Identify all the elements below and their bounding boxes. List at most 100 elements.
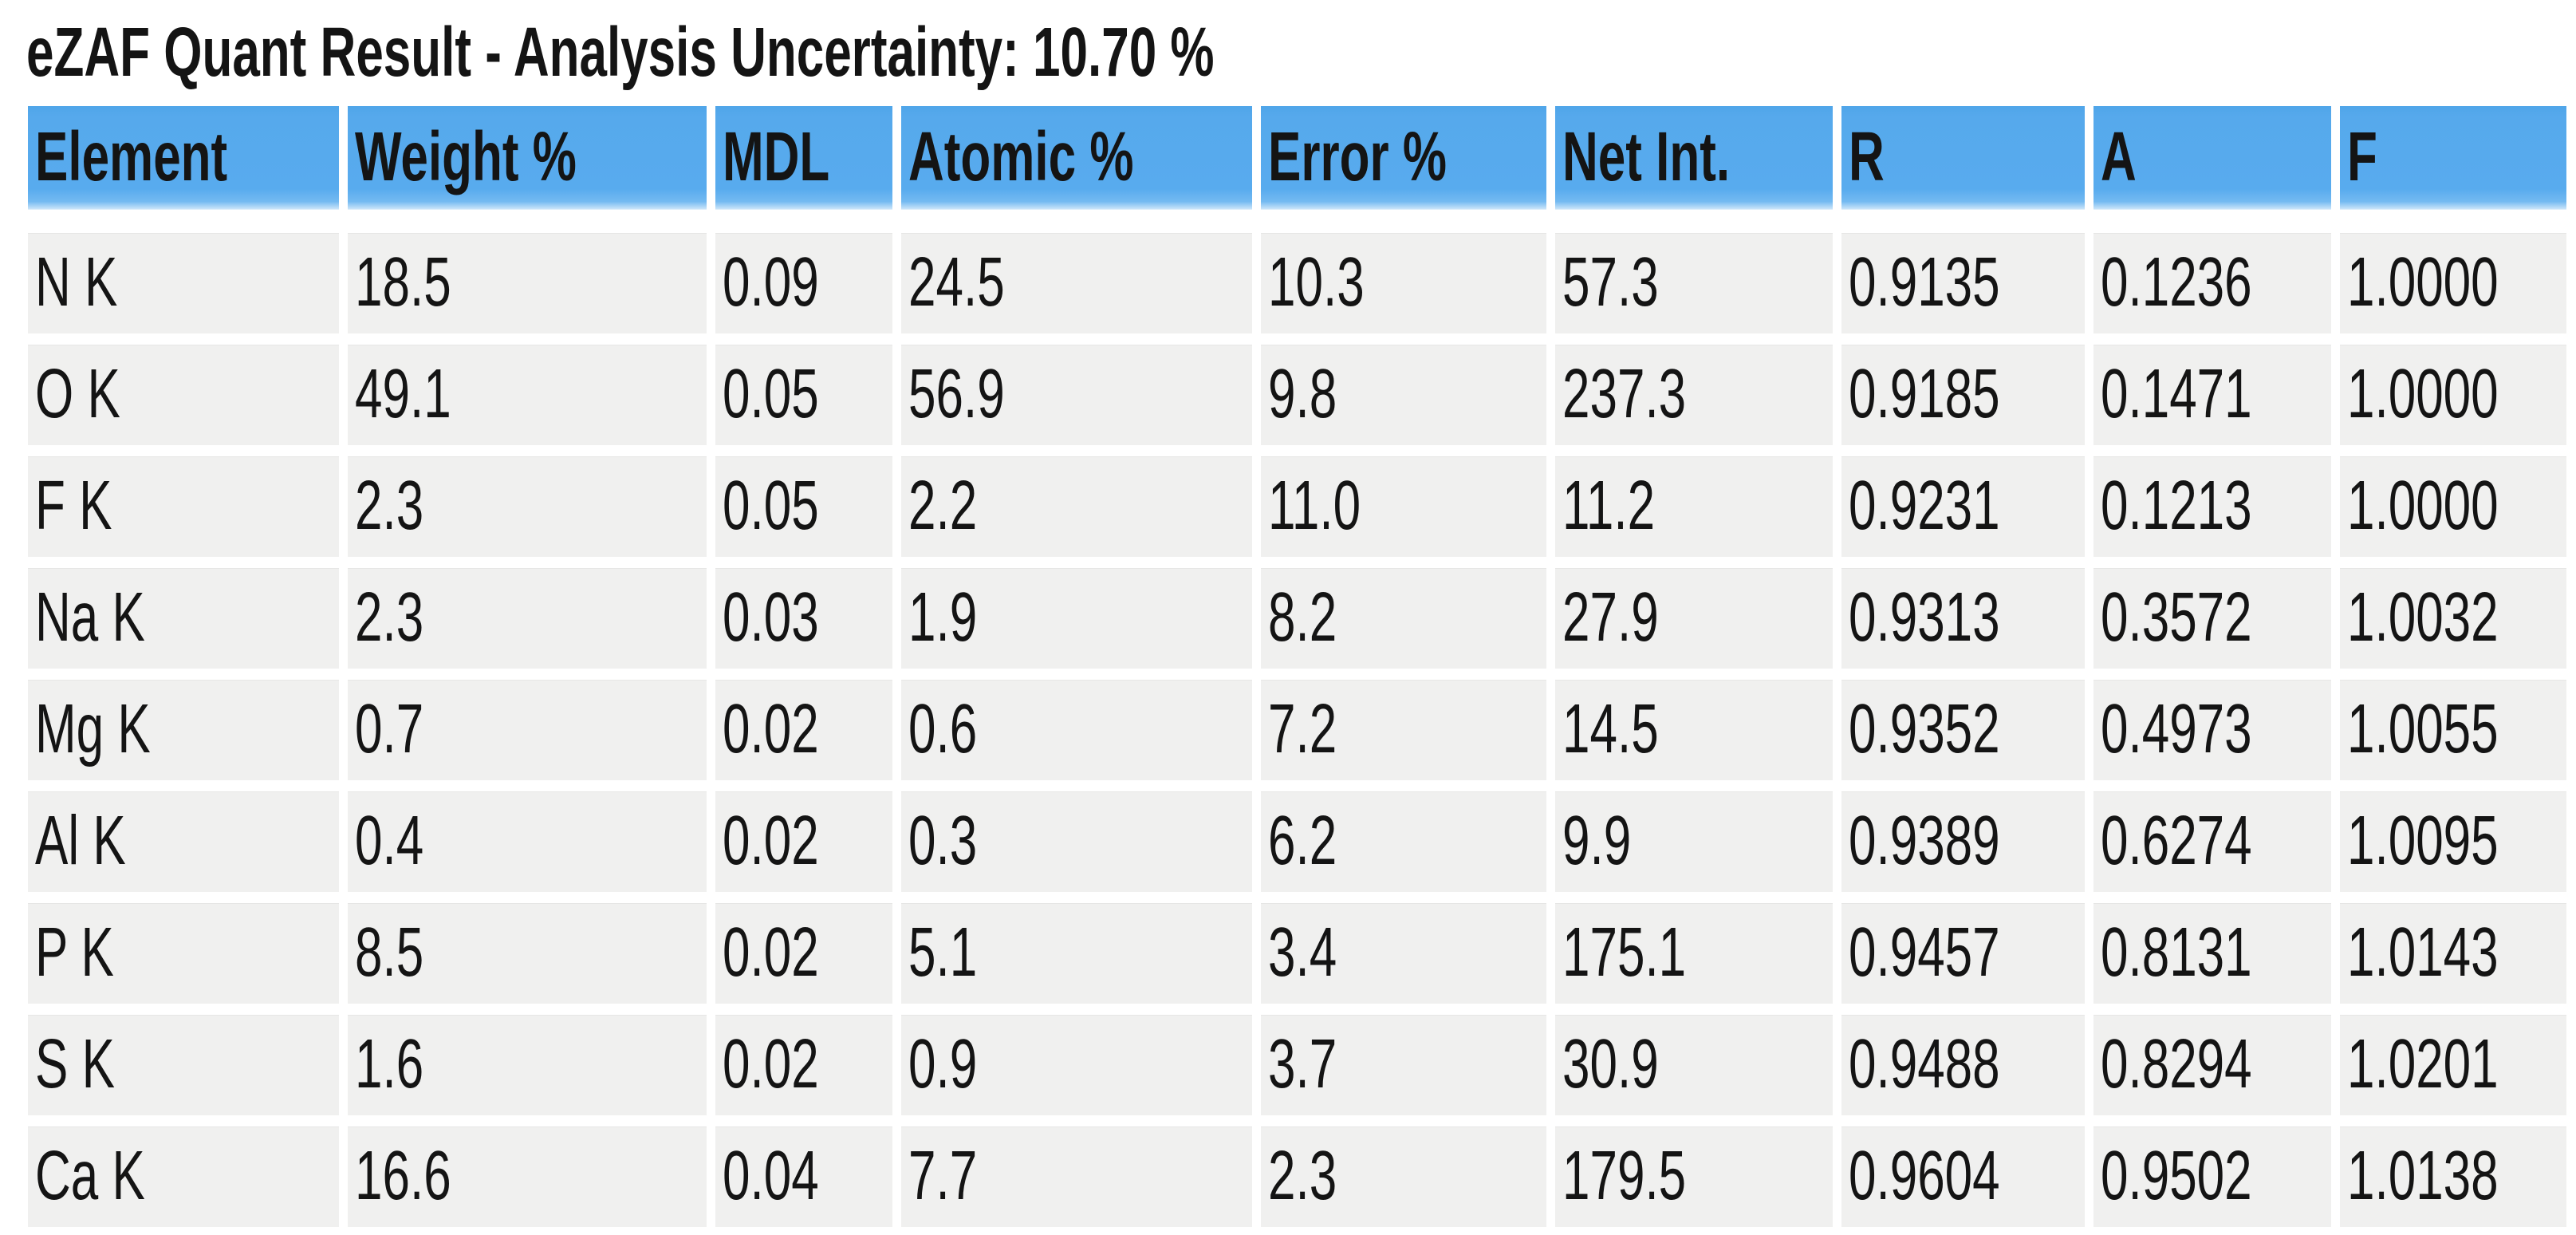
cell-atomic: 0.3 xyxy=(901,791,1252,892)
cell-mdl: 0.05 xyxy=(715,345,892,445)
cell-text: 8.2 xyxy=(1268,579,1337,657)
cell-weight: 0.7 xyxy=(348,680,707,780)
cell-a: 0.8294 xyxy=(2093,1015,2331,1115)
cell-text: Mg K xyxy=(35,691,151,768)
cell-atomic: 1.9 xyxy=(901,568,1252,669)
cell-text: 0.02 xyxy=(723,803,819,880)
cell-text: 0.02 xyxy=(723,914,819,992)
cell-text: O K xyxy=(35,356,120,433)
cell-text: P K xyxy=(35,914,114,992)
cell-f: 1.0000 xyxy=(2340,233,2566,333)
cell-error: 9.8 xyxy=(1261,345,1546,445)
cell-text: 1.0000 xyxy=(2347,244,2499,322)
cell-weight: 2.3 xyxy=(348,456,707,557)
column-header-f: F xyxy=(2340,106,2566,210)
cell-element: Na K xyxy=(28,568,339,669)
cell-atomic: 7.7 xyxy=(901,1126,1252,1227)
cell-text: 0.8131 xyxy=(2101,914,2252,992)
cell-f: 1.0095 xyxy=(2340,791,2566,892)
cell-text: 16.6 xyxy=(355,1138,451,1215)
cell-text: 3.7 xyxy=(1268,1026,1337,1103)
cell-mdl: 0.02 xyxy=(715,791,892,892)
cell-text: 0.9135 xyxy=(1849,244,2000,322)
cell-a: 0.4973 xyxy=(2093,680,2331,780)
column-header-r: R xyxy=(1841,106,2085,210)
cell-a: 0.9502 xyxy=(2093,1126,2331,1227)
cell-text: 0.9231 xyxy=(1849,468,2000,545)
cell-text: S K xyxy=(35,1026,115,1103)
cell-text: 0.9313 xyxy=(1849,579,2000,657)
cell-text: 0.1471 xyxy=(2101,356,2252,433)
cell-a: 0.8131 xyxy=(2093,903,2331,1004)
cell-a: 0.3572 xyxy=(2093,568,2331,669)
cell-text: 1.6 xyxy=(355,1026,424,1103)
quant-table-body: N K 18.5 0.09 24.5 10.3 57.3 0.9135 0.1236 1.000… xyxy=(28,233,2566,1227)
cell-f: 1.0138 xyxy=(2340,1126,2566,1227)
cell-atomic: 5.1 xyxy=(901,903,1252,1004)
cell-text: 237.3 xyxy=(1562,356,1687,433)
page-title-text: eZAF Quant Result - Analysis Uncertainty… xyxy=(26,14,1215,92)
cell-text: 10.3 xyxy=(1268,244,1365,322)
cell-text: Al K xyxy=(35,803,126,880)
cell-text: 0.4 xyxy=(355,803,424,880)
cell-weight: 1.6 xyxy=(348,1015,707,1115)
cell-a: 0.1213 xyxy=(2093,456,2331,557)
cell-text: 0.9457 xyxy=(1849,914,2000,992)
cell-text: 57.3 xyxy=(1562,244,1659,322)
cell-f: 1.0000 xyxy=(2340,345,2566,445)
cell-f: 1.0201 xyxy=(2340,1015,2566,1115)
cell-text: 0.6 xyxy=(908,691,978,768)
cell-weight: 2.3 xyxy=(348,568,707,669)
cell-f: 1.0032 xyxy=(2340,568,2566,669)
cell-text: 1.0055 xyxy=(2347,691,2499,768)
cell-weight: 0.4 xyxy=(348,791,707,892)
cell-error: 10.3 xyxy=(1261,233,1546,333)
cell-f: 1.0000 xyxy=(2340,456,2566,557)
cell-weight: 49.1 xyxy=(348,345,707,445)
cell-atomic: 24.5 xyxy=(901,233,1252,333)
cell-text: 9.8 xyxy=(1268,356,1337,433)
cell-text: 1.0138 xyxy=(2347,1138,2499,1215)
cell-text: 0.3 xyxy=(908,803,978,880)
cell-weight: 16.6 xyxy=(348,1126,707,1227)
cell-text: 56.9 xyxy=(908,356,1005,433)
cell-text: 24.5 xyxy=(908,244,1005,322)
cell-element: N K xyxy=(28,233,339,333)
cell-error: 6.2 xyxy=(1261,791,1546,892)
cell-net-int: 9.9 xyxy=(1555,791,1833,892)
cell-atomic: 2.2 xyxy=(901,456,1252,557)
cell-text: 0.3572 xyxy=(2101,579,2252,657)
cell-error: 7.2 xyxy=(1261,680,1546,780)
cell-text: 0.9604 xyxy=(1849,1138,2000,1215)
cell-element: F K xyxy=(28,456,339,557)
cell-element: S K xyxy=(28,1015,339,1115)
cell-text: 0.1213 xyxy=(2101,468,2252,545)
cell-a: 0.6274 xyxy=(2093,791,2331,892)
cell-text: 5.1 xyxy=(908,914,978,992)
cell-text: 179.5 xyxy=(1562,1138,1687,1215)
cell-r: 0.9352 xyxy=(1841,680,2085,780)
cell-text: 2.2 xyxy=(908,468,978,545)
cell-text: 14.5 xyxy=(1562,691,1659,768)
cell-text: F K xyxy=(35,468,112,545)
cell-mdl: 0.05 xyxy=(715,456,892,557)
column-header-error: Error % xyxy=(1261,106,1546,210)
column-header-net-int: Net Int. xyxy=(1555,106,1833,210)
cell-element: O K xyxy=(28,345,339,445)
cell-text: 6.2 xyxy=(1268,803,1337,880)
cell-text: 1.0095 xyxy=(2347,803,2499,880)
cell-text: Ca K xyxy=(35,1138,145,1215)
cell-text: 0.09 xyxy=(723,244,819,322)
cell-r: 0.9135 xyxy=(1841,233,2085,333)
cell-net-int: 57.3 xyxy=(1555,233,1833,333)
cell-r: 0.9457 xyxy=(1841,903,2085,1004)
cell-text: 0.02 xyxy=(723,691,819,768)
cell-text: 0.6274 xyxy=(2101,803,2252,880)
column-header-atomic: Atomic % xyxy=(901,106,1252,210)
cell-text: 9.9 xyxy=(1562,803,1632,880)
cell-element: Ca K xyxy=(28,1126,339,1227)
cell-text: 175.1 xyxy=(1562,914,1687,992)
cell-text: 1.0000 xyxy=(2347,468,2499,545)
cell-text: 0.05 xyxy=(723,356,819,433)
cell-text: 0.8294 xyxy=(2101,1026,2252,1103)
